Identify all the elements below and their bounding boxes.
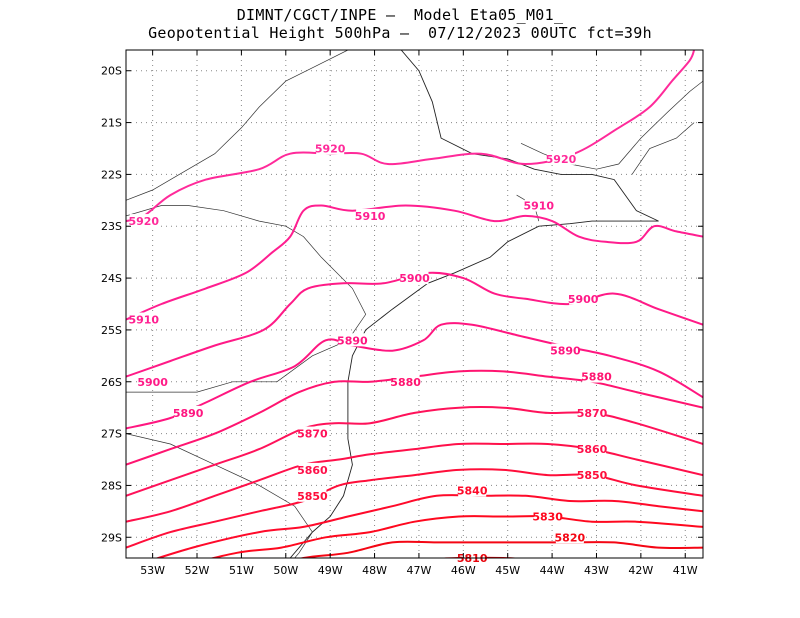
y-tick-label: 27S: [101, 428, 122, 441]
grid-lines: [126, 50, 703, 558]
coastline: [289, 50, 659, 558]
contour-label-background: [391, 374, 420, 388]
contour-label-background: [569, 291, 598, 305]
contour-label-5880: 5880: [390, 376, 421, 389]
x-tick-label: 53W: [140, 564, 165, 577]
contour-line-5840: [154, 494, 703, 558]
contour-label-5870: 5870: [577, 407, 608, 420]
contour-labels: 5920 5920 5920 5910 5910 5910 5900 5900 5900 5890…: [128, 141, 612, 565]
y-tick-label: 29S: [101, 531, 122, 544]
x-tick-label: 43W: [584, 564, 609, 577]
state-border: [126, 205, 367, 393]
contour-label-background: [129, 312, 158, 326]
contour-label-background: [129, 214, 158, 228]
contour-label-5910: 5910: [355, 210, 386, 223]
contour-label-5920: 5920: [315, 142, 346, 155]
x-tick-label: 51W: [229, 564, 254, 577]
contour-line-5860: [126, 442, 703, 523]
x-tick-label: 48W: [362, 564, 387, 577]
contour-label-5840: 5840: [457, 485, 488, 498]
contour-label-background: [138, 374, 167, 388]
contour-line-5890: [126, 322, 703, 430]
contour-label-background: [298, 462, 327, 476]
chart-title-line-2: Geopotential Height 500hPa – 07/12/2023 …: [148, 24, 652, 42]
contour-label-background: [555, 530, 584, 544]
contour-label-5860: 5860: [577, 443, 608, 456]
contour-label-5910: 5910: [523, 200, 554, 213]
contour-label-background: [356, 208, 385, 222]
contour-label-5890: 5890: [550, 345, 581, 358]
contour-label-5920: 5920: [546, 153, 577, 166]
x-tick-label: 42W: [628, 564, 653, 577]
plot-frame: [125, 49, 704, 559]
y-tick-label: 23S: [101, 220, 122, 233]
y-tick-label: 20S: [101, 65, 122, 78]
contour-label-background: [316, 141, 345, 155]
contour-label-background: [458, 483, 487, 497]
contour-label-background: [298, 426, 327, 440]
contour-label-5890: 5890: [173, 407, 204, 420]
contour-label-background: [298, 488, 327, 502]
y-tick-label: 22S: [101, 168, 122, 181]
x-tick-label: 50W: [273, 564, 298, 577]
state-border: [126, 50, 349, 201]
contour-label-5850: 5850: [577, 469, 608, 482]
contour-line-5920: [126, 50, 696, 223]
y-tick-label: 25S: [101, 324, 122, 337]
x-tick-label: 41W: [673, 564, 698, 577]
contour-line-5870: [126, 406, 703, 497]
contour-label-5900: 5900: [568, 293, 599, 306]
contour-label-5900: 5900: [399, 272, 430, 285]
contour-line-5820: [298, 540, 703, 558]
contour-label-5890: 5890: [337, 334, 368, 347]
contour-label-background: [578, 468, 607, 482]
contour-label-background: [578, 442, 607, 456]
contour-line-5900: [126, 271, 703, 378]
x-tick-label: 46W: [451, 564, 476, 577]
height-contours: [126, 50, 703, 558]
state-border: [631, 122, 695, 175]
contour-label-5870: 5870: [297, 428, 328, 441]
y-tick-label: 26S: [101, 376, 122, 389]
x-tick-label: 45W: [495, 564, 520, 577]
contour-label-background: [546, 151, 575, 165]
contour-label-5920: 5920: [128, 215, 159, 228]
contour-line-5850: [126, 468, 703, 549]
contour-label-5910: 5910: [128, 314, 159, 327]
coastline-and-borders: [126, 50, 703, 558]
contour-label-5880: 5880: [581, 371, 612, 384]
contour-label-background: [533, 509, 562, 523]
y-tick-label: 24S: [101, 272, 122, 285]
x-tick-label: 44W: [540, 564, 565, 577]
contour-label-background: [524, 198, 553, 212]
y-tick-label: 21S: [101, 117, 122, 130]
axis-ticks: 53W 52W 51W 50W 49W 48W 47W 46W 45W 44W 43W 42W 41W 2…: [101, 50, 703, 577]
contour-label-5850: 5850: [297, 490, 328, 503]
x-tick-label: 47W: [407, 564, 432, 577]
contour-label-5860: 5860: [297, 464, 328, 477]
contour-label-5900: 5900: [137, 376, 168, 389]
contour-label-background: [582, 369, 611, 383]
contour-label-background: [174, 405, 203, 419]
contour-line-5910: [126, 204, 703, 321]
x-tick-label: 49W: [318, 564, 343, 577]
contour-label-background: [338, 333, 367, 347]
y-tick-label: 28S: [101, 479, 122, 492]
contour-label-background: [578, 405, 607, 419]
chart-title-line-1: DIMNT/CGCT/INPE – Model Eta05_M01_: [236, 6, 564, 24]
contour-label-background: [551, 343, 580, 357]
contour-label-5820: 5820: [555, 531, 586, 544]
contour-line-5830: [208, 515, 703, 558]
contour-label-5830: 5830: [532, 511, 563, 524]
contour-label-background: [400, 271, 429, 285]
x-tick-label: 52W: [185, 564, 210, 577]
